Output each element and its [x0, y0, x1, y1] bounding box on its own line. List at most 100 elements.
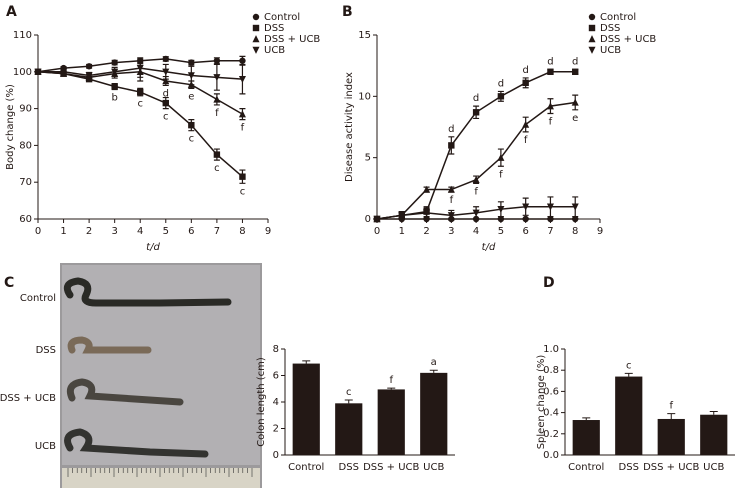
legend-marker [588, 46, 596, 54]
series-line [37, 71, 243, 178]
ruler [62, 468, 260, 488]
point-label: d [498, 78, 504, 89]
marker [571, 203, 579, 211]
bar [657, 418, 685, 455]
marker [239, 57, 246, 64]
error-bar [387, 387, 396, 390]
marker [472, 209, 480, 217]
photo-label: DSS [36, 345, 56, 356]
marker [137, 88, 144, 96]
legend-label: DSS + UCB [600, 34, 656, 45]
marker [522, 79, 529, 87]
x-tick-label: 0 [374, 226, 380, 237]
point-label: b [111, 92, 117, 103]
legend-marker [588, 35, 596, 43]
bar [420, 372, 448, 455]
y-tick-label: 15 [358, 30, 371, 41]
y-tick-label: 0.8 [543, 365, 559, 376]
x-tick-label: 4 [473, 226, 479, 237]
point-label: c [163, 112, 169, 123]
marker [522, 120, 530, 128]
marker [213, 74, 221, 82]
error-bar [429, 369, 438, 373]
legend-label: Control [264, 12, 300, 23]
marker [448, 142, 455, 149]
y-tick-label: 1.0 [543, 344, 559, 355]
y-tick-label: 10 [358, 91, 371, 102]
marker [162, 55, 169, 63]
marker [472, 109, 480, 116]
marker [522, 203, 530, 211]
marker [447, 212, 455, 220]
legend-label: Control [600, 12, 636, 23]
bar [292, 363, 320, 455]
y-tick-label: 90 [19, 104, 32, 115]
colon-dss-ucb [66, 378, 184, 406]
error-bar [667, 413, 676, 419]
y-tick-label: 0 [365, 214, 371, 225]
y-tick-label: 70 [19, 177, 32, 188]
point-label: f [215, 108, 219, 119]
point-label: f [450, 195, 454, 206]
marker [572, 215, 579, 223]
marker [188, 121, 195, 129]
y-tick-label: 2 [273, 424, 279, 435]
legend-marker [252, 13, 260, 21]
x-tick-label: 4 [137, 226, 143, 237]
panel-letter: C [4, 275, 14, 291]
marker [188, 59, 195, 66]
marker [546, 203, 554, 211]
error-bar [709, 411, 718, 415]
error-bar [624, 372, 633, 377]
error-bar [582, 417, 591, 421]
bar-label: f [389, 375, 393, 386]
marker [162, 99, 169, 107]
marker [162, 77, 170, 85]
y-axis-label: Disease activity index [344, 72, 355, 182]
point-label: e [572, 113, 578, 124]
panel-letter: B [342, 4, 353, 20]
y-tick-label: 8 [273, 344, 279, 355]
marker [547, 68, 554, 75]
x-tick-label: 8 [572, 226, 578, 237]
marker [238, 110, 246, 118]
x-axis-label: t/d [482, 242, 496, 253]
colon-photo [60, 263, 262, 488]
bar [377, 389, 405, 455]
point-label: d [163, 88, 169, 99]
x-tick-label: 3 [448, 226, 454, 237]
y-tick-label: 0.6 [543, 386, 559, 397]
photo-label: UCB [35, 441, 56, 452]
bar-label: a [431, 357, 437, 368]
y-tick-label: 0.0 [543, 450, 559, 461]
y-tick-label: 6 [273, 371, 279, 382]
legend-label: DSS + UCB [264, 34, 320, 45]
x-tick-label: 0 [35, 226, 41, 237]
x-axis-label: t/d [146, 242, 160, 253]
point-label: f [474, 186, 478, 197]
photo-label: DSS + UCB [0, 393, 56, 404]
marker [34, 68, 42, 76]
marker [572, 68, 579, 75]
point-label: d [572, 56, 578, 67]
marker [111, 59, 118, 66]
series-line [376, 101, 576, 220]
marker [497, 215, 505, 223]
bar-label: c [626, 360, 632, 371]
y-tick-label: 110 [13, 30, 32, 41]
marker [213, 151, 221, 158]
point-label: f [241, 123, 245, 134]
legend-label: UCB [600, 45, 621, 56]
x-tick-label: DSS [619, 462, 639, 473]
x-tick-label: DSS [339, 462, 359, 473]
marker [373, 215, 381, 223]
x-tick-label: 2 [423, 226, 429, 237]
bar-label: c [346, 387, 352, 398]
legend-label: DSS [600, 23, 620, 34]
point-label: c [189, 134, 195, 145]
y-axis-label: Colon length (cm) [256, 357, 267, 447]
panel-letter: A [6, 4, 17, 20]
y-tick-label: 100 [13, 67, 32, 78]
marker [213, 57, 221, 64]
